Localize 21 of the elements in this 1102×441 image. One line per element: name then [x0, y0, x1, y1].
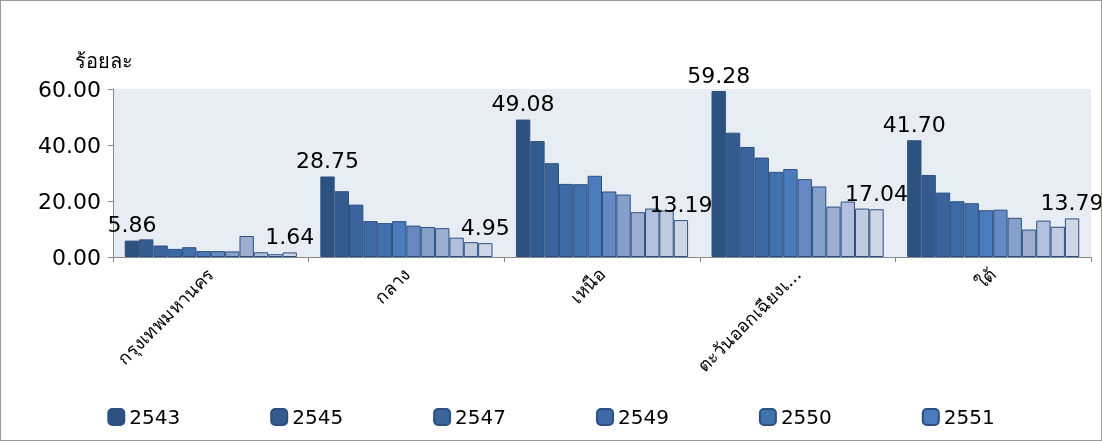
data-label: 13.19: [649, 191, 713, 217]
legend-label: 2549: [618, 405, 669, 429]
data-label: 28.75: [296, 148, 359, 173]
legend-label: 2543: [129, 405, 181, 429]
legend-label: 2547: [455, 405, 507, 429]
data-label: 5.86: [107, 212, 157, 238]
legend-label: 2545: [292, 405, 344, 429]
data-label: 1.64: [265, 223, 315, 249]
y-tick-label: 0.00: [52, 244, 101, 270]
legend-label: 2550: [780, 405, 832, 429]
y-axis-title: ร้อยละ: [75, 49, 133, 73]
legend-label: 2551: [943, 405, 995, 429]
data-label: 41.70: [882, 111, 946, 137]
y-tick-label: 60.00: [38, 76, 101, 102]
data-label: 4.95: [460, 214, 510, 240]
data-label: 17.04: [845, 180, 908, 206]
y-tick-label: 40.00: [38, 132, 101, 158]
data-label: 59.28: [687, 62, 751, 88]
x-tick-label: ใต้: [970, 263, 1001, 294]
y-tick-label: 20.00: [38, 188, 101, 214]
data-label: 49.08: [491, 91, 555, 117]
